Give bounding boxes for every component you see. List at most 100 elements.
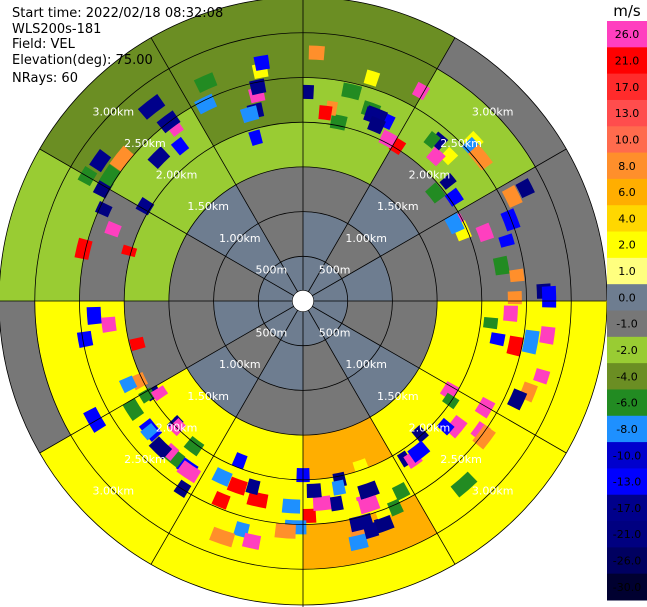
colorbar-tick-16: -10.0: [613, 449, 641, 462]
colorbar-tick-0: 26.0: [615, 28, 640, 41]
velocity-cell: [89, 149, 112, 173]
velocity-cell: [245, 478, 261, 496]
velocity-cell: [329, 495, 344, 512]
colorbar-tick-17: -13.0: [613, 476, 641, 489]
colorbar-tick-19: -21.0: [613, 528, 641, 541]
ring-label-3-0: 2.00km: [156, 169, 198, 182]
velocity-cell: [407, 440, 431, 463]
velocity-cell: [481, 362, 501, 384]
colorbar-swatch-3: [607, 99, 647, 127]
colorbar-swatch-12: [607, 336, 647, 364]
velocity-cell: [122, 398, 145, 422]
velocity-cell: [500, 208, 521, 232]
colorbar-tick-5: 8.0: [618, 160, 636, 173]
velocity-cell: [436, 417, 455, 436]
azimuth-spoke-11: [150, 37, 304, 302]
ring-label-2-2: 1.50km: [187, 390, 229, 403]
velocity-cell: [312, 495, 332, 511]
velocity-cell: [99, 164, 121, 188]
colorbar-swatch-0: [607, 21, 647, 48]
velocity-cell: [348, 533, 369, 552]
velocity-cell: [444, 187, 464, 207]
colorbar-tick-4: 10.0: [615, 133, 640, 146]
instrument-label: WLS200s-181: [12, 22, 102, 37]
field-label: Field: VEL: [12, 37, 75, 52]
velocity-cell: [367, 115, 386, 135]
velocity-cell: [498, 233, 515, 248]
ring-label-5-3: 3.00km: [472, 485, 514, 498]
colorbar-tick-18: -17.0: [613, 502, 641, 515]
colorbar-swatch-1: [607, 47, 647, 75]
ring-label-3-3: 2.00km: [409, 421, 451, 434]
velocity-cell: [129, 336, 146, 352]
velocity-cell: [150, 385, 169, 402]
velocity-cell: [341, 82, 363, 101]
velocity-cell: [74, 237, 93, 260]
colorbar-tick-20: -26.0: [613, 555, 641, 568]
colorbar-tick-21: -30.0: [613, 581, 641, 594]
colorbar-tick-1: 21.0: [615, 54, 640, 67]
velocity-cell: [121, 244, 138, 258]
colorbar-tick-12: -2.0: [616, 344, 637, 357]
colorbar-swatch-9: [607, 257, 647, 285]
velocity-cell: [135, 197, 155, 216]
velocity-cell: [183, 435, 205, 457]
velocity-cell: [211, 467, 233, 487]
velocity-cell: [467, 144, 493, 171]
azimuth-spoke-1: [302, 37, 456, 302]
velocity-cell: [101, 316, 117, 333]
velocity-cell: [423, 130, 441, 149]
velocity-cell: [209, 526, 236, 548]
velocity-cell: [450, 471, 478, 498]
velocity-cell: [154, 408, 174, 428]
colorbar-tick-8: 2.0: [618, 239, 636, 252]
velocity-cell: [411, 425, 429, 443]
velocity-cell: [246, 490, 269, 509]
velocity-cell: [386, 498, 404, 517]
velocity-cell: [303, 84, 315, 100]
ring-label-3-2: 2.00km: [156, 421, 198, 434]
velocity-cell: [521, 329, 540, 355]
velocity-cell: [515, 178, 535, 199]
velocity-cell: [541, 285, 557, 308]
colorbar-swatch-11: [607, 310, 647, 338]
velocity-cell: [492, 255, 510, 276]
velocity-cell: [239, 105, 260, 124]
elevation-label: Elevation(deg): 75.00: [12, 53, 153, 68]
colorbar-swatch-4: [607, 126, 647, 154]
ring-label-4-3: 2.50km: [440, 453, 482, 466]
colorbar-swatch-19: [607, 521, 647, 548]
velocity-cell: [533, 368, 551, 385]
velocity-cell: [281, 498, 301, 514]
colorbar-swatch-20: [607, 547, 647, 575]
velocity-cell: [118, 375, 138, 394]
velocity-cell: [83, 406, 107, 433]
velocity-cell: [248, 129, 263, 146]
azimuth-spoke-2: [302, 148, 567, 302]
colorbar-tick-14: -6.0: [616, 397, 637, 410]
ring-label-1-1: 1.00km: [345, 232, 387, 245]
velocity-cell: [173, 479, 192, 498]
colorbar-swatch-14: [607, 389, 647, 417]
colorbar-swatch-16: [607, 442, 647, 469]
colorbar-tick-10: 0.0: [618, 291, 636, 304]
velocity-cell: [170, 136, 190, 156]
velocity-cell: [76, 330, 94, 349]
velocity-cell: [308, 45, 325, 61]
velocity-cell: [472, 424, 496, 450]
velocity-cell: [444, 414, 468, 439]
ring-label-2-1: 1.50km: [377, 200, 419, 213]
velocity-speckles: [74, 45, 557, 552]
velocity-cell: [444, 212, 465, 235]
ring-label-3-1: 2.00km: [409, 169, 451, 182]
velocity-cell: [331, 479, 347, 496]
velocity-cell: [274, 523, 296, 539]
velocity-cell: [442, 392, 460, 410]
velocity-cell: [391, 482, 411, 501]
velocity-cell: [373, 514, 395, 534]
velocity-cell: [161, 442, 180, 461]
colorbar-tick-13: -4.0: [616, 370, 637, 383]
azimuth-spoke-5: [302, 300, 456, 565]
nrays-label: NRays: 60: [12, 71, 78, 86]
